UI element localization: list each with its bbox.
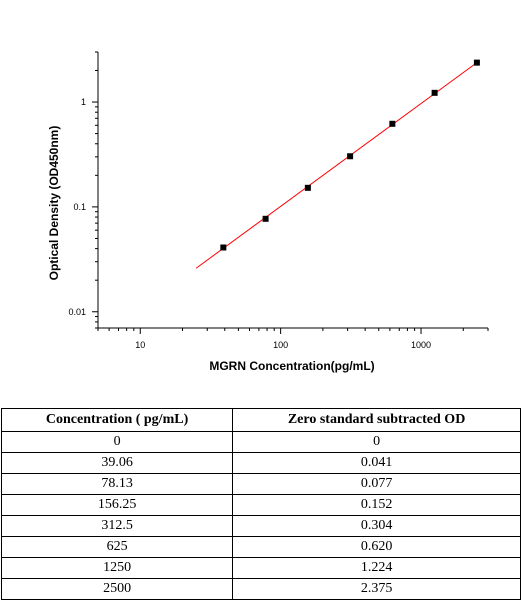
data-point bbox=[347, 153, 354, 160]
table-cell-od: 0.620 bbox=[232, 536, 521, 558]
data-point bbox=[389, 120, 396, 127]
data-point bbox=[220, 244, 227, 251]
table-cell-concentration: 0 bbox=[0, 431, 234, 453]
table-row: 312.5 0.304 bbox=[0, 515, 521, 537]
chart-axes bbox=[92, 51, 489, 334]
x-axis-label: MGRN Concentration(pg/mL) bbox=[209, 359, 374, 373]
x-tick-label: 10 bbox=[135, 340, 145, 350]
table-cell-od: 0.152 bbox=[232, 494, 521, 516]
table-cell-od: 2.375 bbox=[232, 578, 521, 600]
data-point bbox=[304, 184, 311, 191]
table-row: 625 0.620 bbox=[0, 536, 521, 558]
table-row: 39.06 0.041 bbox=[0, 452, 521, 474]
table-row: 78.13 0.077 bbox=[0, 473, 521, 495]
data-point bbox=[431, 89, 438, 96]
table-cell-concentration: 78.13 bbox=[0, 473, 234, 495]
table-header-row: Concentration ( pg/mL) Zero standard sub… bbox=[0, 408, 521, 432]
table-cell-concentration: 156.25 bbox=[0, 494, 234, 516]
table-cell-concentration: 2500 bbox=[0, 578, 234, 600]
table-header-od: Zero standard subtracted OD bbox=[232, 408, 521, 432]
data-point bbox=[473, 59, 480, 66]
data-point bbox=[262, 215, 269, 222]
fit-line bbox=[195, 62, 478, 269]
y-tick-label: 0.1 bbox=[73, 202, 86, 212]
y-tick-labels: 0.01 0.1 1 bbox=[68, 97, 86, 317]
table-cell-od: 0 bbox=[232, 431, 521, 453]
fit-line-group bbox=[195, 62, 478, 269]
y-tick-label: 1 bbox=[81, 97, 86, 107]
table-cell-od: 0.041 bbox=[232, 452, 521, 474]
table-row: 156.25 0.152 bbox=[0, 494, 521, 516]
y-tick-label: 0.01 bbox=[68, 307, 86, 317]
standard-curve-chart: 10 100 1000 0.01 0.1 1 MGRN Concentration(pg… bbox=[47, 51, 489, 373]
table-cell-od: 0.304 bbox=[232, 515, 521, 537]
table-cell-od: 1.224 bbox=[232, 557, 521, 579]
x-tick-label: 100 bbox=[273, 340, 288, 350]
table-row: 2500 2.375 bbox=[0, 578, 521, 600]
table-row: 1250 1.224 bbox=[0, 557, 521, 579]
table-cell-od: 0.077 bbox=[232, 473, 521, 495]
y-axis-label: Optical Density (OD450nm) bbox=[47, 126, 61, 281]
table-cell-concentration: 1250 bbox=[0, 557, 234, 579]
standard-data-table: Concentration ( pg/mL) Zero standard sub… bbox=[0, 408, 521, 600]
table-cell-concentration: 312.5 bbox=[0, 515, 234, 537]
x-tick-labels: 10 100 1000 bbox=[135, 340, 431, 350]
table-header-concentration: Concentration ( pg/mL) bbox=[0, 408, 234, 432]
table-cell-concentration: 625 bbox=[0, 536, 234, 558]
data-points bbox=[220, 59, 480, 251]
x-tick-label: 1000 bbox=[411, 340, 431, 350]
table-cell-concentration: 39.06 bbox=[0, 452, 234, 474]
